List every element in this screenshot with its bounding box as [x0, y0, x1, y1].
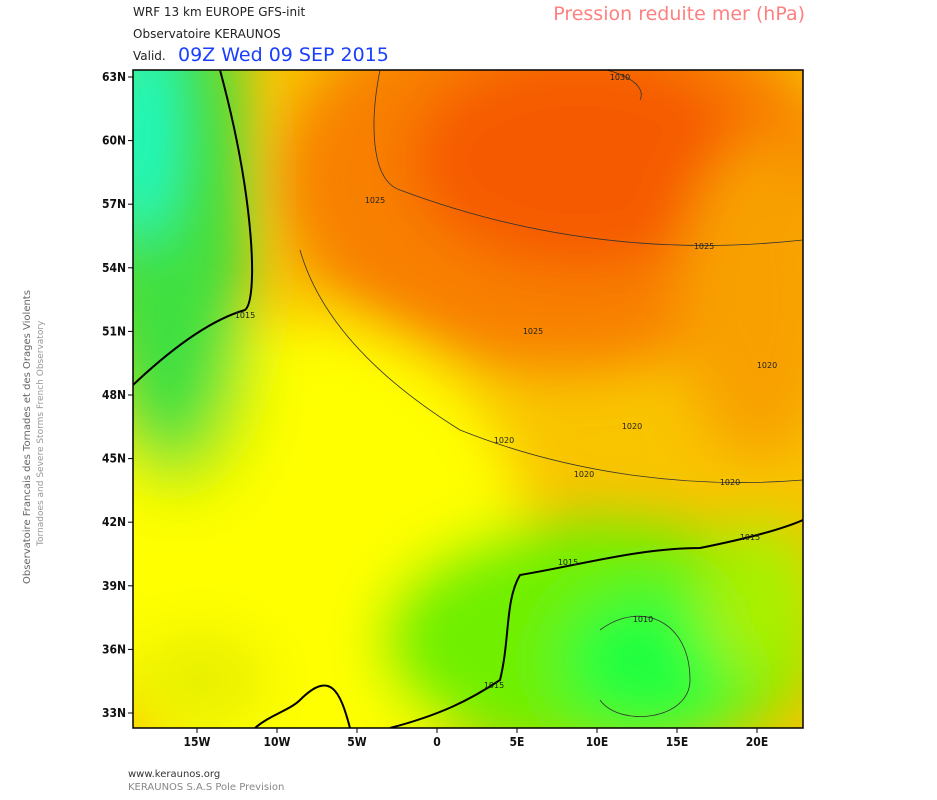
- valid-time: 09Z Wed 09 SEP 2015: [178, 44, 389, 66]
- lat-label: 54N: [102, 261, 126, 275]
- lat-label: 39N: [102, 579, 126, 593]
- lon-label: 5W: [347, 735, 367, 749]
- lat-label: 36N: [102, 642, 126, 656]
- contour-label: 1015: [740, 533, 760, 542]
- lon-label: 10W: [264, 735, 291, 749]
- contour-label: 1025: [365, 196, 385, 205]
- side-english: Tornadoes and Severe Storms French Obser…: [36, 320, 46, 547]
- contour-label: 1020: [720, 478, 740, 487]
- lat-label: 45N: [102, 452, 126, 466]
- lon-label: 15E: [666, 735, 688, 749]
- lat-label: 60N: [102, 134, 126, 148]
- lat-label: 33N: [102, 706, 126, 720]
- lon-label: 20E: [746, 735, 768, 749]
- lon-label: 5E: [510, 735, 525, 749]
- parameter-title: Pression reduite mer (hPa): [553, 3, 805, 25]
- contour-label: 1020: [494, 436, 514, 445]
- side-french: Observatoire Francais des Tornades et de…: [22, 290, 33, 584]
- model-title: WRF 13 km EUROPE GFS-init: [133, 5, 305, 19]
- contour-label: 1030: [610, 73, 630, 82]
- contour-label: 1020: [622, 422, 642, 431]
- valid-prefix: Valid.: [133, 49, 166, 63]
- contour-label: 1020: [574, 470, 594, 479]
- footer-site: www.keraunos.org: [128, 769, 220, 780]
- contour-label: 1015: [235, 311, 255, 320]
- pressure-field: [133, 70, 803, 728]
- contour-label: 1020: [757, 361, 777, 370]
- contour-label: 1015: [558, 558, 578, 567]
- footer-company: KERAUNOS S.A.S Pole Prevision: [128, 782, 284, 793]
- lat-label: 63N: [102, 70, 126, 84]
- lat-label: 48N: [102, 388, 126, 402]
- lon-label: 10E: [586, 735, 608, 749]
- lat-label: 57N: [102, 197, 126, 211]
- contour-label: 1015: [484, 681, 504, 690]
- lat-label: 42N: [102, 515, 126, 529]
- lon-label: 0: [433, 735, 441, 749]
- contour-label: 1025: [694, 242, 714, 251]
- lon-label: 15W: [184, 735, 211, 749]
- contour-label: 1025: [523, 327, 543, 336]
- map-labels: 63N 60N 57N 54N 51N 48N 45N 42N 39N 36N 33N 15W 10W 5…: [102, 70, 777, 749]
- source-title: Observatoire KERAUNOS: [133, 27, 281, 41]
- contour-label: 1010: [633, 615, 653, 624]
- lat-label: 51N: [102, 324, 126, 338]
- map-frame: [132, 69, 804, 729]
